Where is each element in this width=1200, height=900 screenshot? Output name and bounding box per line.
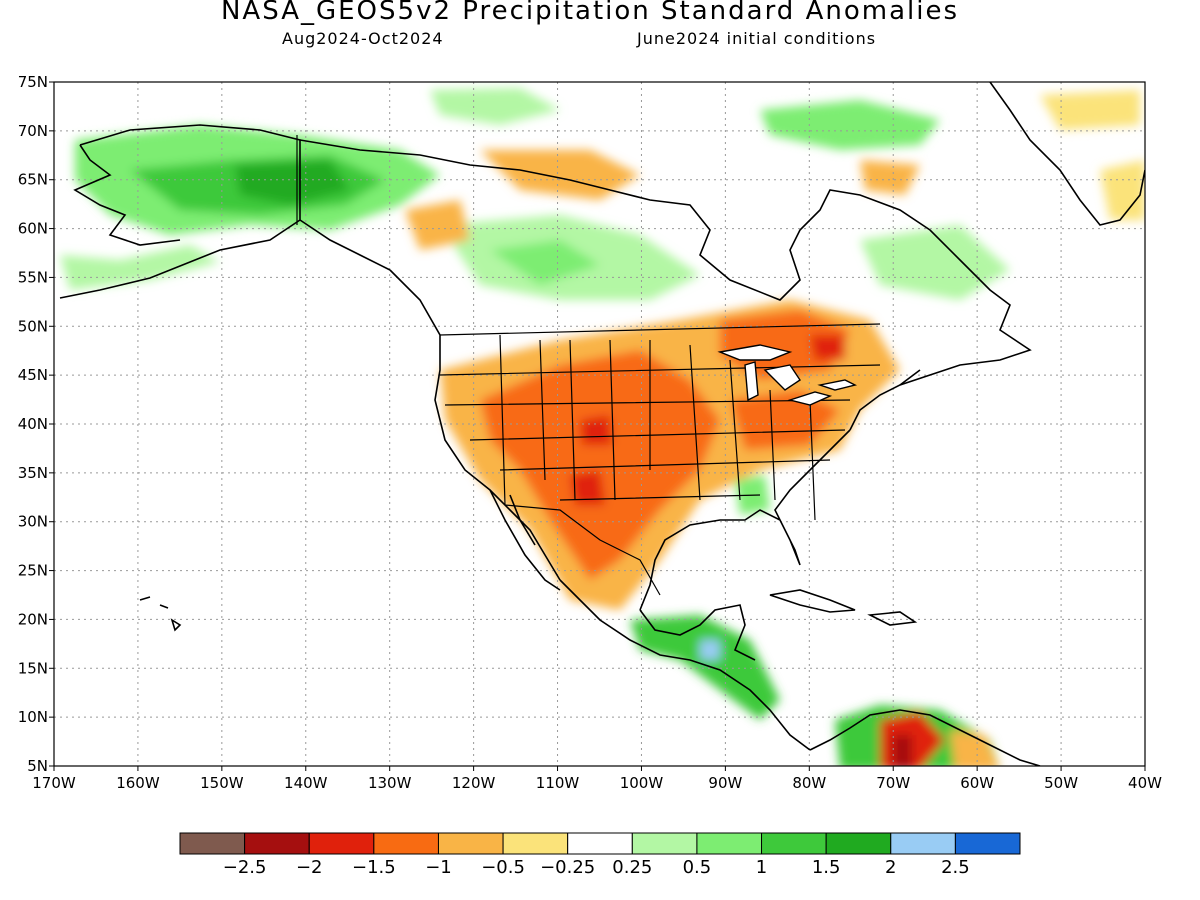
lon-tick-label: 40W bbox=[1128, 774, 1162, 792]
lon-tick-label: 140W bbox=[284, 774, 328, 792]
colorbar-label: 0.25 bbox=[612, 857, 652, 878]
lat-tick-label: 75N bbox=[18, 73, 48, 91]
lat-tick-label: 20N bbox=[18, 610, 48, 628]
lat-tick-label: 60N bbox=[18, 220, 48, 238]
colorbar-swatch bbox=[502, 832, 569, 855]
colorbar-swatch bbox=[567, 832, 633, 855]
latitude-axis: 75N 70N 65N 60N 55N 50N 45N 40N 35N 30N 25N 20N 15N 1… bbox=[18, 73, 54, 775]
colorbar-label: −1.5 bbox=[352, 857, 396, 878]
colorbar-swatch bbox=[825, 832, 892, 855]
lon-tick-label: 150W bbox=[200, 774, 244, 792]
colorbar-label: 0.5 bbox=[683, 857, 712, 878]
lon-tick-label: 120W bbox=[452, 774, 496, 792]
lat-tick-label: 45N bbox=[18, 366, 48, 384]
lat-tick-label: 70N bbox=[18, 122, 48, 140]
lat-tick-label: 40N bbox=[18, 415, 48, 433]
map-area bbox=[54, 82, 1145, 766]
colorbar-swatch bbox=[761, 832, 827, 855]
lat-tick-label: 30N bbox=[18, 513, 48, 531]
colorbar-swatch bbox=[890, 832, 956, 855]
lon-tick-label: 160W bbox=[116, 774, 160, 792]
lat-tick-label: 65N bbox=[18, 171, 48, 189]
colorbar-swatch bbox=[696, 832, 763, 855]
colorbar-label: −0.5 bbox=[481, 857, 525, 878]
colorbar-label: −0.25 bbox=[540, 857, 595, 878]
lat-tick-label: 10N bbox=[18, 708, 48, 726]
colorbar-swatch bbox=[954, 832, 1021, 855]
lon-tick-label: 50W bbox=[1044, 774, 1078, 792]
longitude-axis: 170W 160W 150W 140W 130W 120W 110W 100W 90W 80W 70… bbox=[32, 766, 1162, 792]
colorbar-label: −2 bbox=[296, 857, 323, 878]
colorbar-label: 2.5 bbox=[941, 857, 970, 878]
gridlines bbox=[54, 82, 1145, 766]
lon-tick-label: 70W bbox=[876, 774, 910, 792]
chart-title: NASA_GEOS5v2 Precipitation Standard Anom… bbox=[220, 0, 960, 26]
initial-conditions: June2024 initial conditions bbox=[637, 29, 877, 48]
lon-tick-label: 80W bbox=[792, 774, 826, 792]
colorbar-swatch bbox=[373, 832, 439, 855]
colorbar-label: −2.5 bbox=[223, 857, 267, 878]
lat-tick-label: 15N bbox=[18, 659, 48, 677]
colorbar-swatch bbox=[437, 832, 504, 855]
coastlines bbox=[59, 82, 1145, 766]
lat-tick-label: 35N bbox=[18, 464, 48, 482]
colorbar-swatch bbox=[631, 832, 698, 855]
lat-tick-label: 50N bbox=[18, 317, 48, 335]
colorbar-swatch bbox=[308, 832, 375, 855]
lat-tick-label: 55N bbox=[18, 268, 48, 286]
lon-tick-label: 170W bbox=[32, 774, 76, 792]
lon-tick-label: 110W bbox=[536, 774, 580, 792]
colorbar-labels: −2.5 −2 −1.5 −1 −0.5 −0.25 0.25 0.5 1 1.5 2 2.5 bbox=[223, 857, 970, 878]
colorbar-label: 1 bbox=[756, 857, 767, 878]
colorbar-label: −1 bbox=[425, 857, 452, 878]
lat-tick-label: 25N bbox=[18, 562, 48, 580]
colorbar-label: 2 bbox=[885, 857, 896, 878]
great-lakes bbox=[717, 344, 858, 406]
lon-tick-label: 60W bbox=[960, 774, 994, 792]
lon-tick-label: 100W bbox=[620, 774, 664, 792]
lat-tick-label: 5N bbox=[27, 757, 48, 775]
colorbar-label: 1.5 bbox=[812, 857, 841, 878]
colorbar-swatch bbox=[179, 832, 246, 855]
colorbar bbox=[179, 832, 1021, 855]
lon-tick-label: 130W bbox=[368, 774, 412, 792]
forecast-period: Aug2024-Oct2024 bbox=[282, 29, 444, 48]
lon-tick-label: 90W bbox=[708, 774, 742, 792]
colorbar-swatch bbox=[244, 832, 310, 855]
political-borders bbox=[296, 135, 881, 596]
